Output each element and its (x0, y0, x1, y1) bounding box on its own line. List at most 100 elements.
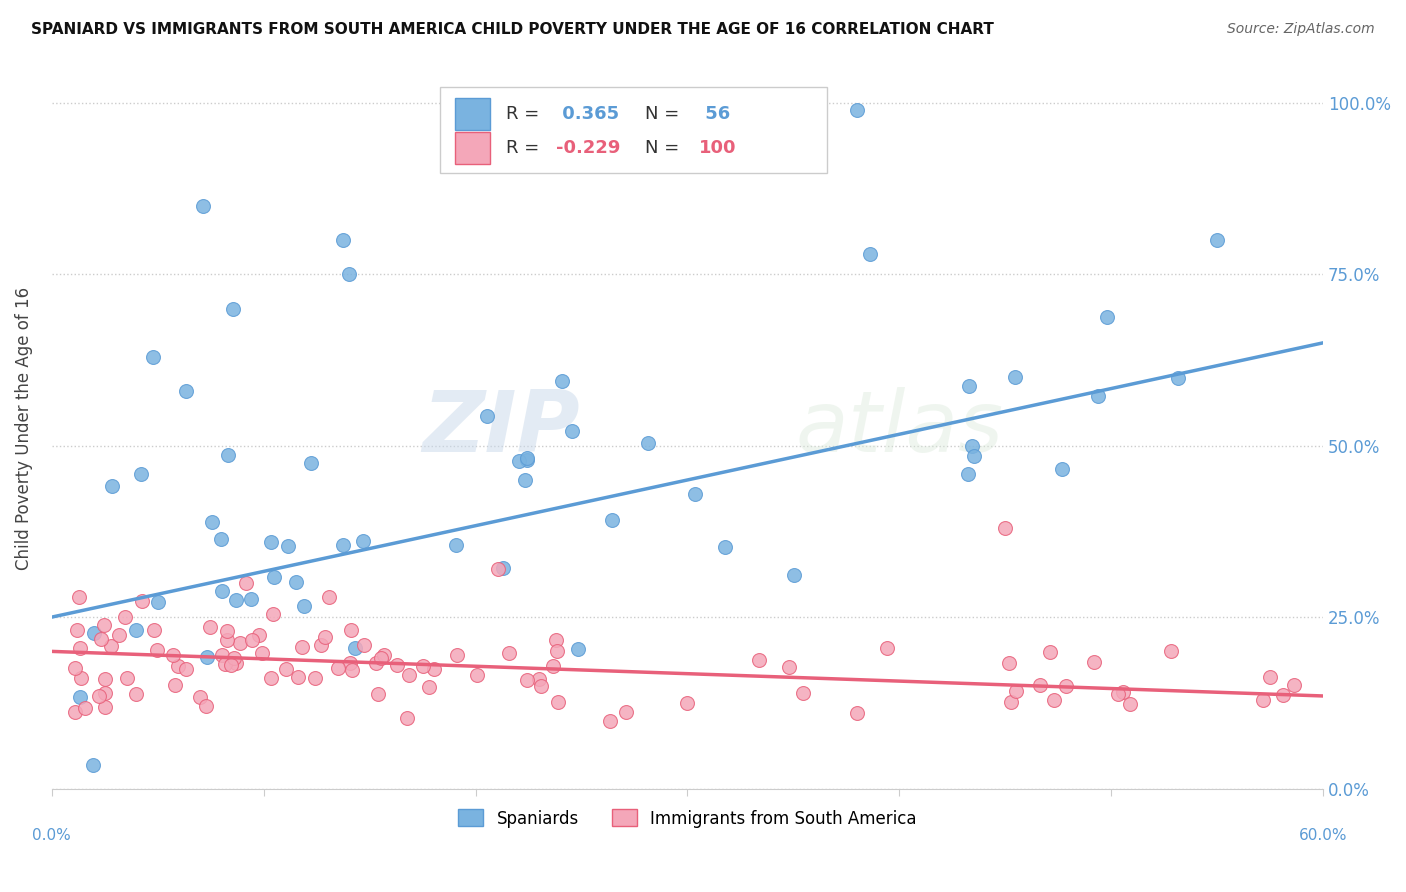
Point (467, 667, 489, 681)
Point (676, 696, 699, 710)
Point (69, 690, 91, 705)
Point (304, 671, 326, 685)
Point (1043, 693, 1066, 707)
Point (201, 515, 224, 529)
Point (748, 653, 770, 667)
Point (352, 534, 374, 549)
Point (217, 448, 239, 462)
Point (418, 681, 440, 695)
Point (998, 657, 1021, 671)
Point (1167, 370, 1189, 384)
Point (599, 714, 621, 729)
Point (247, 628, 270, 642)
Point (1052, 462, 1074, 476)
Point (600, 513, 623, 527)
Point (516, 673, 538, 687)
Point (1000, 695, 1022, 709)
Legend: Spaniards, Immigrants from South America: Spaniards, Immigrants from South America (451, 803, 924, 834)
Point (1112, 685, 1135, 699)
Point (353, 638, 375, 652)
Point (215, 624, 238, 638)
Point (87, 689, 110, 703)
Point (63, 661, 86, 675)
Point (516, 451, 538, 466)
Point (1004, 370, 1026, 384)
Point (131, 594, 153, 608)
Point (194, 698, 217, 713)
Point (63, 705, 86, 719)
Point (530, 679, 553, 693)
Point (75, 701, 97, 715)
Point (260, 671, 283, 685)
Point (260, 535, 283, 549)
FancyBboxPatch shape (440, 87, 827, 173)
Point (94, 686, 117, 700)
Point (224, 650, 246, 665)
Point (373, 648, 395, 662)
Point (326, 661, 349, 675)
Point (486, 562, 509, 576)
Point (475, 409, 498, 423)
Point (1258, 670, 1281, 684)
Point (516, 453, 538, 467)
Point (778, 659, 800, 673)
Point (1029, 678, 1052, 692)
Point (1097, 310, 1119, 324)
Point (108, 628, 131, 642)
Point (93, 618, 115, 632)
Text: Source: ZipAtlas.com: Source: ZipAtlas.com (1227, 22, 1375, 37)
Point (263, 569, 285, 583)
Point (252, 647, 274, 661)
Text: -0.229: -0.229 (557, 139, 621, 157)
Point (67, 590, 90, 604)
Point (846, 103, 869, 117)
Point (1087, 389, 1109, 403)
FancyBboxPatch shape (454, 131, 491, 164)
Point (284, 574, 307, 589)
Point (162, 648, 184, 662)
Point (211, 648, 233, 662)
Point (398, 668, 420, 682)
Point (544, 632, 567, 647)
Point (340, 623, 363, 637)
Point (1251, 693, 1274, 707)
Point (101, 478, 124, 492)
Point (148, 595, 170, 609)
Point (994, 521, 1017, 535)
Point (332, 538, 354, 552)
Point (188, 690, 211, 705)
Point (713, 540, 735, 554)
Point (846, 706, 869, 720)
Point (508, 453, 530, 467)
Point (332, 233, 354, 247)
Point (125, 687, 148, 701)
Point (70, 671, 93, 685)
Point (963, 449, 986, 463)
Point (146, 643, 169, 657)
Point (367, 687, 389, 701)
Point (100, 639, 122, 653)
Point (174, 662, 197, 676)
Point (214, 657, 236, 671)
Point (513, 474, 536, 488)
Point (115, 671, 138, 685)
Point (876, 640, 898, 655)
Text: 60.0%: 60.0% (1299, 828, 1347, 843)
Point (299, 456, 322, 470)
Point (129, 467, 152, 482)
Text: R =: R = (506, 139, 544, 157)
Point (567, 642, 589, 657)
Point (229, 635, 252, 649)
Point (957, 379, 980, 393)
Point (191, 199, 214, 213)
Point (174, 384, 197, 398)
Y-axis label: Child Poverty Under the Age of 16: Child Poverty Under the Age of 16 (15, 287, 32, 570)
Point (541, 659, 564, 673)
Text: SPANIARD VS IMMIGRANTS FROM SOUTH AMERICA CHILD POVERTY UNDER THE AGE OF 16 CORR: SPANIARD VS IMMIGRANTS FROM SOUTH AMERIC… (31, 22, 994, 37)
Point (385, 658, 408, 673)
Point (262, 607, 284, 622)
Point (94, 700, 117, 714)
Point (366, 656, 388, 670)
Point (339, 657, 361, 671)
Point (114, 610, 136, 624)
